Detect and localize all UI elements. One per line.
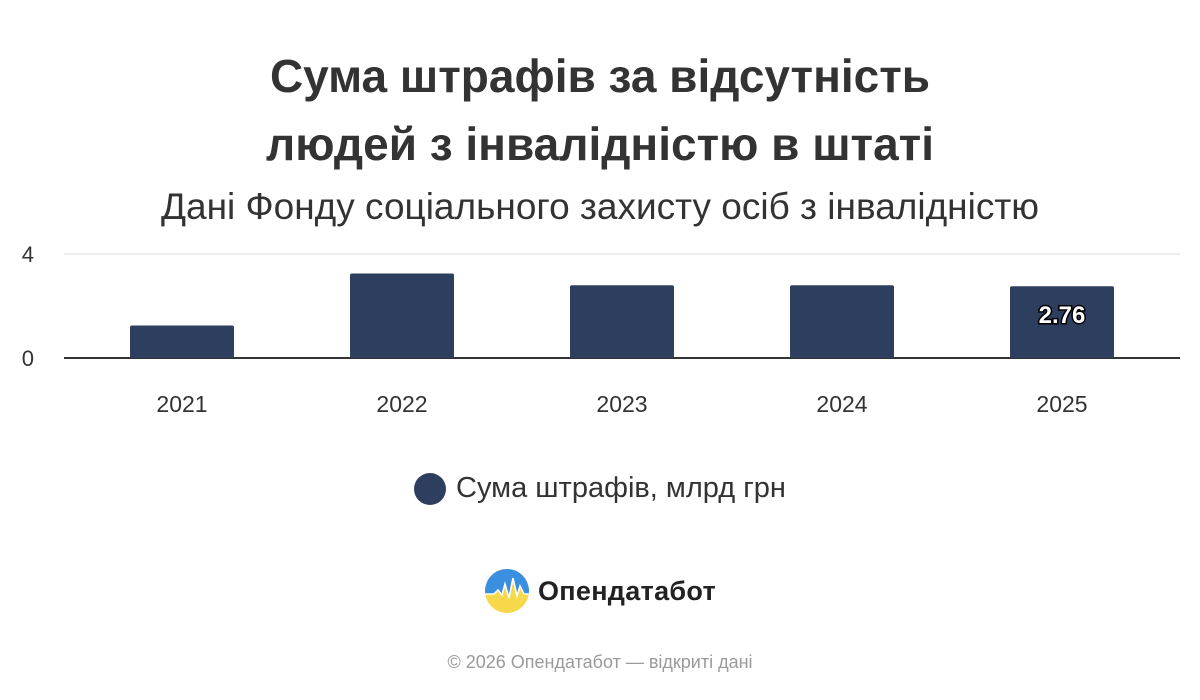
brand-name: Опендатабот — [537, 575, 717, 606]
bar-2021 — [130, 325, 234, 358]
data-labels: 2.76 — [1037, 301, 1087, 331]
chart-title: Сума штрафів за відсутність людей з інва… — [0, 42, 1200, 178]
bar-chart: 04 2021 2022 2023 2024 2025 2.76 — [22, 242, 1180, 417]
bar-2022 — [350, 273, 454, 358]
legend-label: Сума штрафів, млрд грн — [456, 472, 786, 504]
legend-swatch — [414, 472, 447, 505]
bar-2023 — [570, 285, 674, 358]
bars — [130, 273, 1114, 358]
x-tick-labels: 2021 2022 2023 2024 2025 — [156, 391, 1087, 417]
x-tick-label: 2024 — [816, 391, 867, 417]
chart-title-line-1: Сума штрафів за відсутність — [269, 50, 931, 102]
x-tick-label: 2021 — [156, 391, 207, 417]
chart-title-line-2: людей з інвалідністю в штаті — [266, 118, 934, 170]
y-tick-label: 4 — [22, 242, 34, 267]
brand: Опендатабот — [0, 568, 1200, 614]
bar-2024 — [790, 285, 894, 358]
bar-2025 — [1010, 286, 1114, 358]
legend: Сума штрафів, млрд грн — [0, 472, 1200, 505]
chart-subtitle: Дані Фонду соціального захисту осіб з ін… — [160, 186, 1040, 227]
x-tick-label: 2025 — [1036, 391, 1087, 417]
footer-copyright: © 2026 Опендатабот — відкриті дані — [447, 652, 753, 672]
opendatabot-logo-icon — [484, 569, 529, 613]
x-tick-label: 2022 — [376, 391, 427, 417]
data-label: 2.76 — [1039, 302, 1086, 329]
y-tick-labels: 04 — [22, 242, 34, 371]
x-tick-label: 2023 — [596, 391, 647, 417]
y-tick-label: 0 — [22, 346, 34, 371]
